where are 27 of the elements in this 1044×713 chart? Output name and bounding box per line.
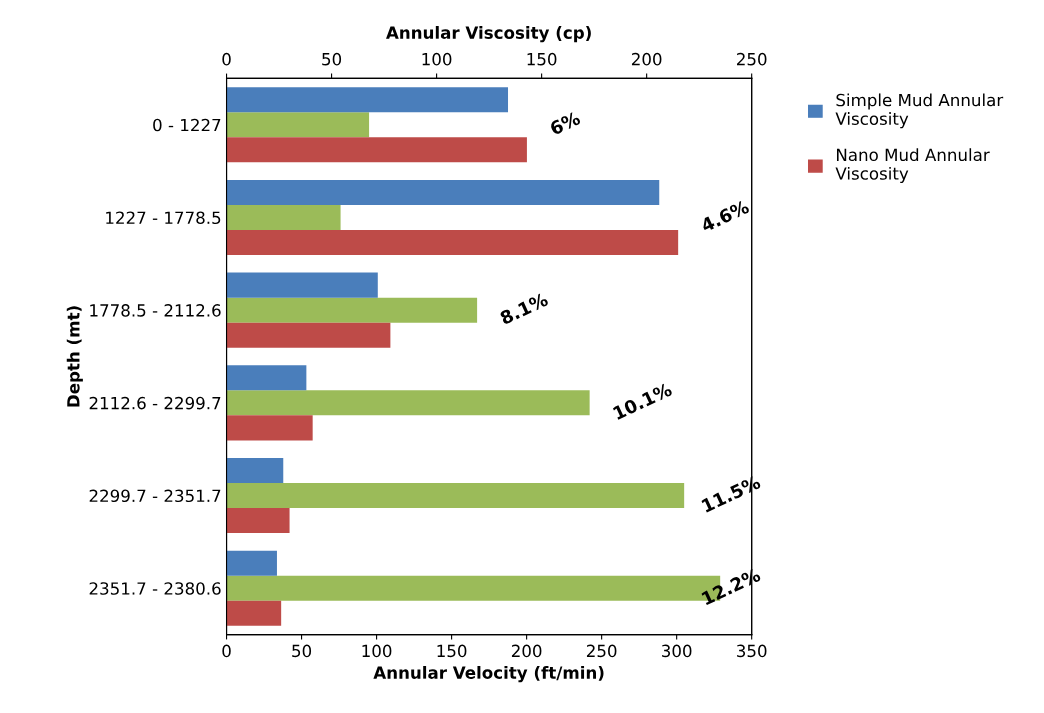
x-axis-title: Annular Velocity (ft/min)	[373, 665, 604, 683]
y-tick-label: 2299.7 - 2351.7	[89, 489, 221, 503]
legend-label: Simple Mud Annular Viscosity	[835, 93, 1004, 129]
x-tick-label: 250	[586, 644, 617, 658]
x2-tick-label: 250	[737, 52, 767, 66]
x-tick-label: 350	[737, 644, 767, 658]
x-tick-label: 100	[362, 644, 392, 658]
y-tick-label: 2351.7 - 2380.6	[89, 582, 221, 595]
x-tick-label: 0	[222, 644, 231, 658]
y-axis-title: Depth (mt)	[66, 306, 83, 407]
annotation: 6%	[549, 110, 582, 136]
x2-tick-label: 100	[422, 52, 452, 66]
x-tick-label: 150	[437, 644, 467, 658]
x2-tick-label: 0	[222, 52, 231, 66]
x2-tick-label: 200	[631, 52, 662, 66]
x2-axis-title: Annular Viscosity (cp)	[386, 26, 591, 43]
x2-tick-label: 150	[527, 52, 557, 66]
annotation: 4.6%	[700, 199, 750, 233]
x2-tick-label: 50	[322, 52, 342, 66]
y-tick-label: 1778.5 - 2112.6	[90, 304, 221, 317]
x-tick-label: 300	[662, 644, 692, 658]
x-tick-label: 200	[511, 644, 542, 658]
legend-label: Nano Mud Annular Viscosity	[835, 148, 990, 184]
y-tick-label: 1227 - 1778.5	[106, 211, 221, 225]
y-tick-label: 0 - 1227	[153, 118, 221, 132]
x-tick-label: 50	[292, 644, 312, 658]
y-tick-label: 2112.6 - 2299.7	[89, 396, 221, 410]
